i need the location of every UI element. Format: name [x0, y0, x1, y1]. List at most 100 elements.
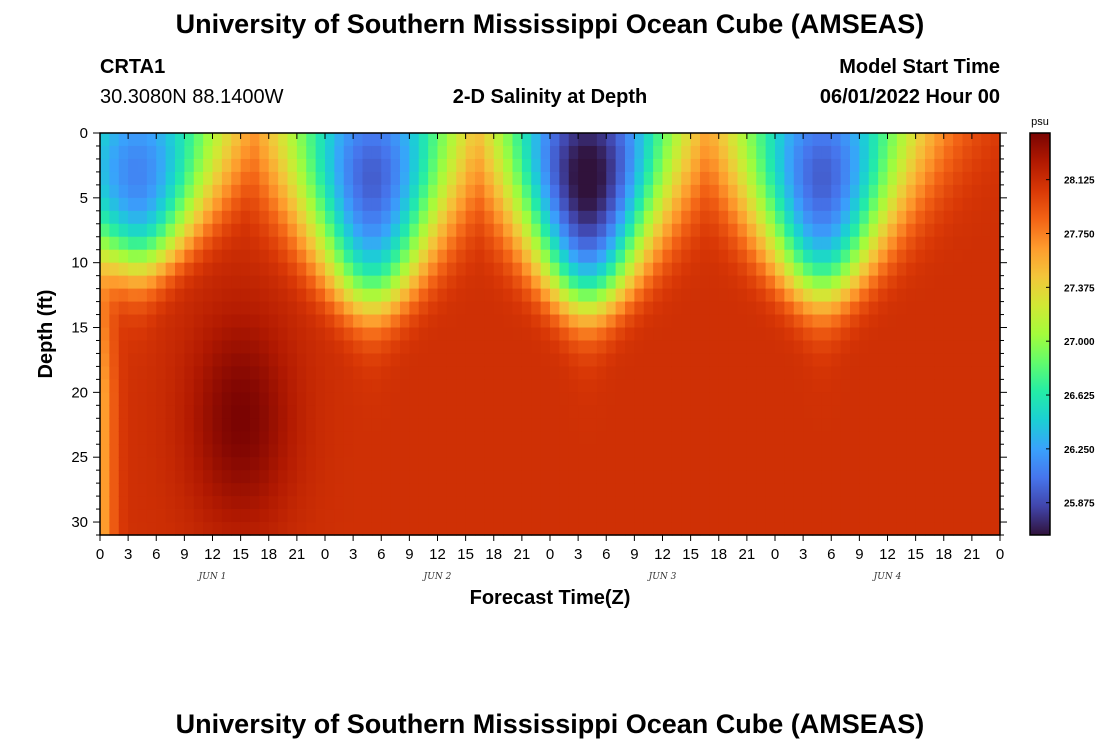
- heatmap-cell: [681, 418, 692, 432]
- heatmap-cell: [418, 366, 429, 380]
- heatmap-cell: [437, 158, 448, 173]
- heatmap-cell: [671, 249, 682, 264]
- heatmap-cell: [484, 431, 495, 445]
- heatmap-cell: [390, 236, 401, 251]
- heatmap-cell: [493, 262, 504, 277]
- heatmap-cell: [100, 444, 110, 458]
- heatmap-cell: [615, 522, 626, 536]
- heatmap-cell: [859, 366, 870, 380]
- heatmap-cell: [259, 171, 270, 186]
- heatmap-cell: [287, 431, 298, 445]
- heatmap-cell: [718, 457, 729, 471]
- heatmap-cell: [700, 158, 710, 173]
- heatmap-cell: [221, 340, 232, 355]
- heatmap-cell: [746, 483, 757, 497]
- heatmap-cell: [737, 301, 748, 316]
- heatmap-cell: [803, 379, 814, 393]
- heatmap-cell: [550, 470, 560, 484]
- heatmap-cell: [634, 483, 645, 497]
- heatmap-cell: [906, 314, 917, 329]
- heatmap-cell: [296, 223, 307, 238]
- heatmap-cell: [156, 470, 167, 484]
- heatmap-cell: [296, 171, 307, 186]
- heatmap-cell: [240, 236, 251, 251]
- heatmap-cell: [400, 496, 410, 510]
- heatmap-cell: [278, 197, 289, 212]
- heatmap-cell: [390, 340, 401, 355]
- heatmap-cell: [953, 405, 964, 419]
- heatmap-cell: [531, 249, 542, 264]
- heatmap-cell: [381, 262, 392, 277]
- heatmap-cell: [465, 431, 476, 445]
- heatmap-cell: [690, 262, 701, 277]
- heatmap-cell: [728, 327, 739, 342]
- heatmap-cell: [428, 158, 439, 173]
- x-axis: 0 3 6 9 12 15 18 21 0 3 6 9 12 15 18 21 0 3 6 9 12 15 18 21 0 3 6 9…: [96, 133, 1004, 582]
- heatmap-cell: [887, 522, 898, 536]
- heatmap-cell: [709, 275, 720, 290]
- heatmap-cell: [259, 379, 270, 393]
- heatmap-cell: [175, 353, 185, 368]
- heatmap-cell: [409, 236, 420, 251]
- heatmap-cell: [437, 133, 448, 147]
- heatmap-cell: [840, 444, 851, 458]
- heatmap-cell: [962, 249, 973, 264]
- heatmap-cell: [437, 392, 448, 406]
- heatmap-cell: [775, 210, 785, 225]
- heatmap-cell: [990, 197, 1001, 212]
- heatmap-cell: [540, 470, 551, 484]
- heatmap-cell: [821, 210, 832, 225]
- heatmap-cell: [578, 483, 589, 497]
- heatmap-cell: [568, 353, 579, 368]
- heatmap-cell: [568, 314, 579, 329]
- heatmap-cell: [634, 197, 645, 212]
- heatmap-cell: [193, 223, 204, 238]
- heatmap-cell: [212, 301, 223, 316]
- heatmap-cell: [165, 522, 176, 536]
- heatmap-cell: [325, 314, 335, 329]
- heatmap-cell: [390, 444, 401, 458]
- heatmap-cell: [428, 275, 439, 290]
- heatmap-cell: [625, 262, 635, 277]
- heatmap-cell: [803, 470, 814, 484]
- heatmap-cell: [475, 470, 485, 484]
- heatmap-cell: [400, 444, 410, 458]
- heatmap-cell: [109, 197, 120, 212]
- heatmap-cell: [587, 145, 598, 160]
- heatmap-cell: [306, 522, 317, 536]
- heatmap-cell: [953, 301, 964, 316]
- heatmap-cell: [718, 133, 729, 147]
- heatmap-cell: [690, 184, 701, 199]
- heatmap-cell: [221, 145, 232, 160]
- heatmap-cell: [803, 509, 814, 523]
- heatmap-cell: [803, 275, 814, 290]
- heatmap-cell: [128, 301, 139, 316]
- heatmap-cell: [521, 133, 532, 147]
- heatmap-cell: [653, 483, 664, 497]
- heatmap-cell: [559, 236, 570, 251]
- heatmap-cell: [175, 197, 185, 212]
- heatmap-cell: [625, 522, 635, 536]
- heatmap-cell: [671, 288, 682, 303]
- heatmap-cell: [268, 340, 279, 355]
- heatmap-cell: [503, 405, 514, 419]
- heatmap-cell: [540, 210, 551, 225]
- heatmap-cell: [653, 392, 664, 406]
- heatmap-cell: [887, 470, 898, 484]
- heatmap-cell: [737, 158, 748, 173]
- heatmap-cell: [840, 301, 851, 316]
- heatmap-cell: [521, 236, 532, 251]
- heatmap-cell: [428, 210, 439, 225]
- heatmap-cell: [175, 327, 185, 342]
- heatmap-cell: [625, 457, 635, 471]
- heatmap-cell: [512, 509, 523, 523]
- heatmap-cell: [737, 314, 748, 329]
- heatmap-cell: [662, 275, 673, 290]
- heatmap-cell: [306, 405, 317, 419]
- heatmap-cell: [559, 288, 570, 303]
- heatmap-cell: [728, 262, 739, 277]
- heatmap-cell: [568, 133, 579, 147]
- heatmap-cell: [306, 444, 317, 458]
- heatmap-cell: [146, 314, 157, 329]
- heatmap-cell: [990, 288, 1001, 303]
